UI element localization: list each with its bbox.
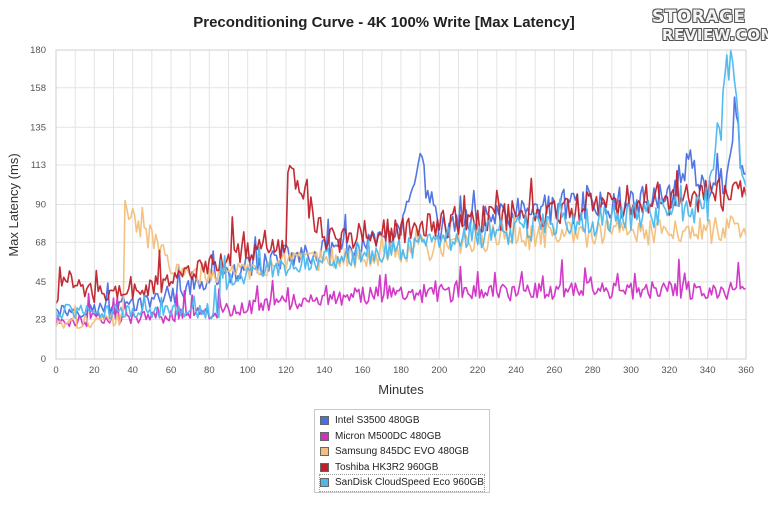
logo-line-2: REVIEW.COM [662,26,768,44]
legend-label: SanDisk CloudSpeed Eco 960GB [335,477,484,489]
x-tick-label: 300 [623,365,639,376]
y-tick-label: 68 [35,237,46,248]
x-tick-label: 180 [393,365,409,376]
y-tick-label: 45 [35,277,46,288]
y-tick-label: 158 [30,83,46,94]
y-tick-label: 135 [30,122,46,133]
x-tick-label: 120 [278,365,294,376]
storage-review-logo: STORAGE REVIEW.COM [652,7,768,44]
x-tick-label: 40 [127,365,138,376]
legend-item[interactable]: Samsung 845DC EVO 480GB [320,444,484,460]
y-tick-label: 0 [41,354,46,365]
legend-label: Samsung 845DC EVO 480GB [335,446,469,458]
legend-swatch [320,462,329,472]
x-tick-label: 0 [53,365,58,376]
x-tick-label: 280 [585,365,601,376]
legend-swatch [320,431,329,441]
legend-item[interactable]: SanDisk CloudSpeed Eco 960GB [319,474,485,492]
legend-label: Intel S3500 480GB [335,415,420,427]
x-tick-label: 160 [355,365,371,376]
chart-title: Preconditioning Curve - 4K 100% Write [M… [193,14,575,31]
x-tick-label: 20 [89,365,100,376]
chart-legend: Intel S3500 480GB Micron M500DC 480GB Sams… [314,409,490,493]
x-tick-label: 80 [204,365,215,376]
plot-border [55,49,747,360]
x-tick-label: 60 [166,365,177,376]
x-tick-label: 340 [700,365,716,376]
legend-swatch [320,416,329,426]
x-tick-label: 100 [240,365,256,376]
x-tick-label: 260 [546,365,562,376]
legend-label: Micron M500DC 480GB [335,430,442,442]
legend-label: Toshiba HK3R2 960GB [335,461,439,473]
series-line-toshiba-hk3r2-960gb [55,164,747,304]
legend-item[interactable]: Intel S3500 480GB [320,413,484,429]
series-line-micron-m500dc-480gb [55,258,747,328]
y-axis-label: Max Latency (ms) [6,153,21,256]
legend-item[interactable]: Micron M500DC 480GB [320,429,484,445]
x-tick-label: 220 [470,365,486,376]
x-tick-label: 320 [661,365,677,376]
y-tick-label: 180 [30,45,46,56]
logo-line-1: STORAGE [652,7,746,27]
x-tick-label: 200 [431,365,447,376]
x-axis-label: Minutes [378,382,424,397]
series-layer [55,49,747,329]
legend-swatch [320,478,329,488]
series-line-intel-s3500-480gb [55,96,747,318]
series-line-sandisk-cloudspeed-eco-960gb [55,49,747,320]
x-tick-label: 360 [738,365,754,376]
y-tick-label: 23 [35,315,46,326]
x-tick-label: 240 [508,365,524,376]
y-tick-label: 113 [31,160,46,171]
axes: 0 23 45 68 90 113 135 158 180 0 20 40 60 80 100 120 140 1… [30,45,754,376]
x-tick-label: 140 [316,365,332,376]
y-tick-label: 90 [35,200,46,211]
legend-item[interactable]: Toshiba HK3R2 960GB [320,460,484,476]
legend-swatch [320,447,329,457]
